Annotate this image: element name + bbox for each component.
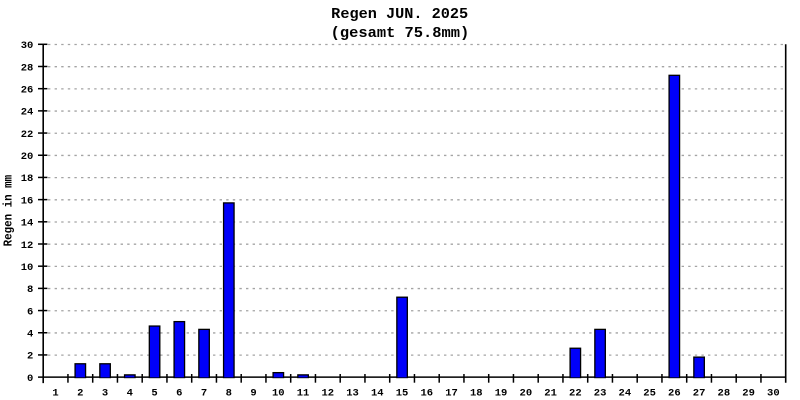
svg-text:6: 6 [27, 306, 33, 318]
svg-text:10: 10 [272, 387, 285, 399]
svg-text:Regen JUN. 2025: Regen JUN. 2025 [331, 6, 468, 23]
svg-text:18: 18 [21, 173, 34, 185]
svg-text:22: 22 [569, 387, 582, 399]
svg-text:13: 13 [346, 387, 359, 399]
svg-text:Regen in mm: Regen in mm [2, 175, 16, 247]
svg-text:27: 27 [693, 387, 706, 399]
svg-text:20: 20 [21, 151, 34, 163]
svg-text:28: 28 [718, 387, 731, 399]
svg-text:30: 30 [767, 387, 780, 399]
svg-text:10: 10 [21, 262, 34, 274]
svg-text:15: 15 [396, 387, 409, 399]
svg-text:19: 19 [495, 387, 508, 399]
svg-text:24: 24 [21, 107, 34, 119]
svg-text:8: 8 [226, 387, 232, 399]
svg-text:12: 12 [322, 387, 335, 399]
svg-text:16: 16 [21, 195, 34, 207]
svg-text:25: 25 [643, 387, 656, 399]
svg-text:20: 20 [520, 387, 533, 399]
svg-text:22: 22 [21, 129, 34, 141]
svg-text:4: 4 [127, 387, 133, 399]
svg-text:14: 14 [371, 387, 384, 399]
svg-text:5: 5 [151, 387, 157, 399]
svg-text:(gesamt 75.8mm): (gesamt 75.8mm) [331, 25, 470, 42]
svg-text:23: 23 [594, 387, 607, 399]
svg-text:24: 24 [619, 387, 632, 399]
svg-text:11: 11 [297, 387, 310, 399]
svg-text:3: 3 [102, 387, 108, 399]
svg-text:2: 2 [77, 387, 83, 399]
svg-text:9: 9 [250, 387, 256, 399]
svg-text:12: 12 [21, 240, 34, 252]
svg-text:4: 4 [27, 329, 33, 341]
svg-text:6: 6 [176, 387, 182, 399]
svg-text:29: 29 [742, 387, 755, 399]
svg-text:26: 26 [668, 387, 681, 399]
svg-text:30: 30 [21, 40, 34, 52]
svg-text:2: 2 [27, 351, 33, 363]
svg-text:18: 18 [470, 387, 483, 399]
svg-text:28: 28 [21, 62, 34, 74]
svg-text:16: 16 [421, 387, 434, 399]
svg-text:7: 7 [201, 387, 207, 399]
svg-text:14: 14 [21, 218, 34, 230]
svg-text:26: 26 [21, 84, 34, 96]
svg-text:1: 1 [52, 387, 58, 399]
svg-text:8: 8 [27, 284, 33, 296]
svg-text:21: 21 [544, 387, 557, 399]
svg-text:17: 17 [445, 387, 458, 399]
svg-text:0: 0 [27, 373, 33, 385]
